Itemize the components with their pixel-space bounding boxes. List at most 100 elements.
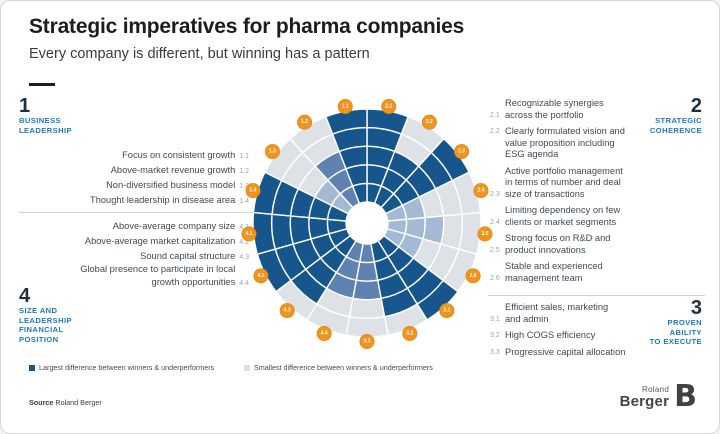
section-4-label: SIZE AND LEADERSHIP FINANCIAL POSITION bbox=[19, 306, 72, 344]
imperative-item-2.1: 2.1 Recognizable synergies across the por… bbox=[490, 98, 708, 121]
wedge-badge-2.4: 2.4 bbox=[473, 183, 489, 199]
badge-circle-icon bbox=[359, 334, 375, 350]
badge-number: 3.2 bbox=[406, 330, 413, 336]
imperative-item-2.4: 2.4 Limiting dependency on few clients or… bbox=[490, 205, 708, 228]
title-underline bbox=[29, 83, 55, 86]
imperative-item-1.3: Non-diversified business model 1.3 bbox=[21, 177, 249, 191]
badge-circle-icon bbox=[253, 268, 269, 284]
section-3-label: PROVEN ABILITY TO EXECUTE bbox=[649, 318, 702, 346]
legend-item-smallest: Smallest difference between winners & un… bbox=[244, 363, 433, 372]
badge-circle-icon bbox=[279, 303, 295, 319]
item-text: Progressive capital allocation bbox=[505, 346, 626, 357]
imperative-item-2.3: 2.3 Active portfolio management in terms … bbox=[490, 166, 708, 201]
wedge-badge-2.3: 2.3 bbox=[454, 144, 470, 160]
badge-number: 2.1 bbox=[385, 104, 392, 110]
item-text: High COGS efficiency bbox=[505, 330, 596, 340]
wedge-badge-1.1: 1.1 bbox=[337, 99, 353, 115]
section-3-number: 3 bbox=[690, 297, 702, 319]
section-3-items: 3.1 Efficient sales, marketing and admin 3… bbox=[490, 302, 708, 363]
imperative-item-1.4: Thought leadership in disease area 1.4 bbox=[21, 192, 249, 206]
legend-swatch-largest bbox=[29, 364, 35, 371]
badge-number: 1.2 bbox=[301, 119, 308, 125]
logo-line1: Roland bbox=[641, 385, 670, 394]
badge-circle-icon bbox=[241, 226, 257, 242]
legend-label-largest: Largest difference between winners & und… bbox=[39, 363, 215, 372]
badge-number: 2.2 bbox=[426, 119, 433, 125]
badge-circle-icon bbox=[454, 144, 470, 160]
source-value: Roland Berger bbox=[55, 398, 102, 407]
wedge-4.1-ring-4 bbox=[270, 213, 294, 250]
wedge-badge-2.1: 2.1 bbox=[381, 99, 397, 115]
badge-circle-icon bbox=[402, 325, 418, 341]
item-text: Non-diversified business model bbox=[106, 179, 236, 190]
badge-circle-icon bbox=[245, 183, 261, 199]
logo-line2: Berger bbox=[619, 393, 670, 410]
item-text: Above-average company size bbox=[112, 220, 236, 231]
badge-number: 2.6 bbox=[470, 273, 477, 279]
imperative-item-1.2: Above-market revenue growth 1.2 bbox=[21, 162, 249, 176]
item-number: 2.3 bbox=[490, 190, 500, 198]
section-header-3: 3 PROVEN ABILITY TO EXECUTE bbox=[649, 297, 702, 347]
badge-number: 4.2 bbox=[257, 273, 264, 279]
section-header-2: 2 STRATEGIC COHERENCE bbox=[649, 95, 702, 135]
legend-swatch-smallest bbox=[244, 364, 250, 371]
item-number: 4.1 bbox=[239, 224, 249, 231]
badge-circle-icon bbox=[264, 144, 280, 160]
right-separator-line bbox=[488, 295, 705, 296]
item-text: Efficient sales, marketing and admin bbox=[505, 302, 609, 324]
section-4-items: Above-average company size 4.1 Above-avera… bbox=[21, 218, 249, 289]
logo-b-mark-icon: B bbox=[674, 379, 697, 414]
item-text: Clearly formulated vision and value prop… bbox=[505, 126, 625, 159]
item-number: 2.2 bbox=[490, 128, 500, 135]
wedge-badge-3.1: 3.1 bbox=[439, 303, 455, 319]
section-header-4: 4 SIZE AND LEADERSHIP FINANCIAL POSITION bbox=[19, 285, 72, 344]
item-number: 1.4 bbox=[239, 198, 249, 205]
item-number: 3.3 bbox=[490, 348, 500, 356]
badge-number: 3.3 bbox=[364, 339, 371, 345]
item-number: 1.1 bbox=[239, 153, 249, 160]
badge-circle-icon bbox=[465, 268, 481, 284]
badge-circle-icon bbox=[316, 325, 332, 341]
item-text: Strong focus on R&D and product innovati… bbox=[505, 233, 611, 255]
item-text: Above-market revenue growth bbox=[110, 164, 236, 175]
legend-item-largest: Largest difference between winners & und… bbox=[29, 363, 214, 372]
source-label: Source bbox=[29, 398, 54, 407]
roland-berger-logo: Roland Berger B bbox=[619, 379, 697, 414]
wedge-1.1-ring-5 bbox=[324, 108, 368, 135]
section-1-items: Focus on consistent growth 1.1 Above-marke… bbox=[21, 147, 249, 207]
imperative-item-1.1: Focus on consistent growth 1.1 bbox=[21, 147, 249, 161]
badge-number: 1.4 bbox=[250, 188, 257, 194]
item-number: 4.4 bbox=[239, 280, 249, 287]
legend-label-smallest: Smallest difference between winners & un… bbox=[254, 363, 433, 372]
wedge-badge-2.6: 2.6 bbox=[465, 268, 481, 284]
badge-number: 2.5 bbox=[482, 231, 489, 237]
section-2-label: STRATEGIC COHERENCE bbox=[649, 116, 702, 135]
wedge-badge-4.3: 4.3 bbox=[279, 303, 295, 319]
item-number: 1.3 bbox=[239, 183, 249, 190]
imperative-item-4.1: Above-average company size 4.1 bbox=[21, 218, 249, 232]
item-number: 4.2 bbox=[239, 239, 249, 246]
badge-number: 4.1 bbox=[246, 231, 253, 237]
imperative-item-2.2: 2.2 Clearly formulated vision and value p… bbox=[490, 126, 708, 161]
section-2-number: 2 bbox=[690, 95, 702, 117]
wedge-badge-1.3: 1.3 bbox=[264, 144, 280, 160]
item-number: 3.2 bbox=[490, 332, 500, 339]
imperative-item-3.1: 3.1 Efficient sales, marketing and admin bbox=[490, 302, 708, 325]
page-subtitle: Every company is different, but winning … bbox=[29, 46, 370, 62]
badge-number: 3.1 bbox=[443, 308, 450, 314]
wedge-4.1-ring-3 bbox=[289, 215, 312, 245]
wedge-badge-3.3: 3.3 bbox=[359, 334, 375, 350]
item-text: Recognizable synergies across the portfo… bbox=[505, 98, 604, 120]
section-4-number: 4 bbox=[19, 285, 31, 307]
badge-circle-icon bbox=[381, 99, 397, 115]
section-1-label: BUSINESS LEADERSHIP bbox=[19, 116, 72, 135]
imperative-item-2.5: 2.5 Strong focus on R&D and product innov… bbox=[490, 233, 708, 256]
badge-circle-icon bbox=[337, 99, 353, 115]
item-text: Active portfolio management in terms of … bbox=[505, 165, 623, 199]
wedge-2.5-ring-4 bbox=[440, 213, 464, 250]
imperative-item-4.3: Sound capital structure 4.3 bbox=[21, 248, 249, 262]
imperative-item-2.6: 2.6 Stable and experienced management tea… bbox=[490, 261, 708, 284]
badge-number: 4.4 bbox=[321, 330, 328, 336]
imperative-item-3.2: 3.2 High COGS efficiency bbox=[490, 330, 708, 342]
wedge-3.3-ring-5 bbox=[345, 315, 389, 338]
